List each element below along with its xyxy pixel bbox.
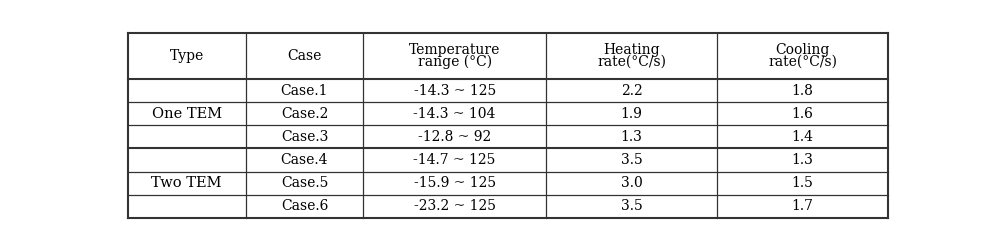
Text: 3.5: 3.5	[620, 199, 642, 213]
Text: -15.9 ~ 125: -15.9 ~ 125	[413, 176, 496, 190]
Text: Case.2: Case.2	[280, 107, 328, 121]
Text: One TEM: One TEM	[152, 107, 222, 121]
Text: Temperature: Temperature	[409, 43, 500, 57]
Text: 2.2: 2.2	[620, 84, 642, 97]
Text: Case.3: Case.3	[280, 130, 328, 144]
Text: -23.2 ~ 125: -23.2 ~ 125	[413, 199, 496, 213]
Text: Case.5: Case.5	[280, 176, 328, 190]
Text: Case.6: Case.6	[280, 199, 328, 213]
Text: Cooling: Cooling	[775, 43, 829, 57]
Text: rate(°C/s): rate(°C/s)	[768, 55, 837, 69]
Text: 1.3: 1.3	[620, 130, 642, 144]
Text: 1.3: 1.3	[792, 153, 814, 167]
Text: Case.4: Case.4	[280, 153, 328, 167]
Text: -14.3 ~ 104: -14.3 ~ 104	[413, 107, 496, 121]
Text: Heating: Heating	[604, 43, 660, 57]
Text: 1.4: 1.4	[792, 130, 814, 144]
Text: 1.6: 1.6	[792, 107, 814, 121]
Text: Two TEM: Two TEM	[152, 176, 222, 190]
Text: rate(°C/s): rate(°C/s)	[597, 55, 666, 69]
Text: 1.8: 1.8	[792, 84, 814, 97]
Text: 1.5: 1.5	[792, 176, 814, 190]
Text: -14.7 ~ 125: -14.7 ~ 125	[413, 153, 496, 167]
Text: 3.5: 3.5	[620, 153, 642, 167]
Text: range (°C): range (°C)	[417, 55, 492, 69]
Text: Type: Type	[169, 49, 204, 63]
Text: Case: Case	[287, 49, 322, 63]
Text: 1.9: 1.9	[620, 107, 642, 121]
Text: -12.8 ~ 92: -12.8 ~ 92	[418, 130, 492, 144]
Text: Case.1: Case.1	[280, 84, 328, 97]
Text: -14.3 ~ 125: -14.3 ~ 125	[413, 84, 496, 97]
Text: 1.7: 1.7	[792, 199, 814, 213]
Text: 3.0: 3.0	[620, 176, 642, 190]
